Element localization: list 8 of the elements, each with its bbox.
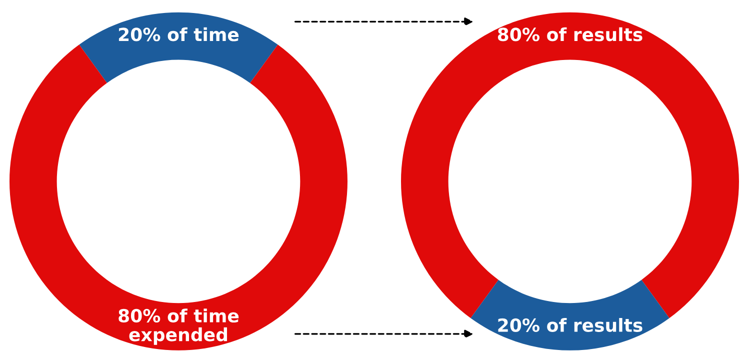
- donut-slice: [401, 12, 739, 318]
- slice-label: 80% of time expended: [118, 308, 239, 345]
- donut-slice: [10, 44, 348, 350]
- donut-slice: [470, 280, 670, 350]
- donut-slice: [79, 12, 278, 83]
- slice-label: 20% of time: [118, 27, 239, 42]
- slice-label: 20% of results: [498, 318, 642, 332]
- slice-label: 80% of results: [498, 27, 642, 42]
